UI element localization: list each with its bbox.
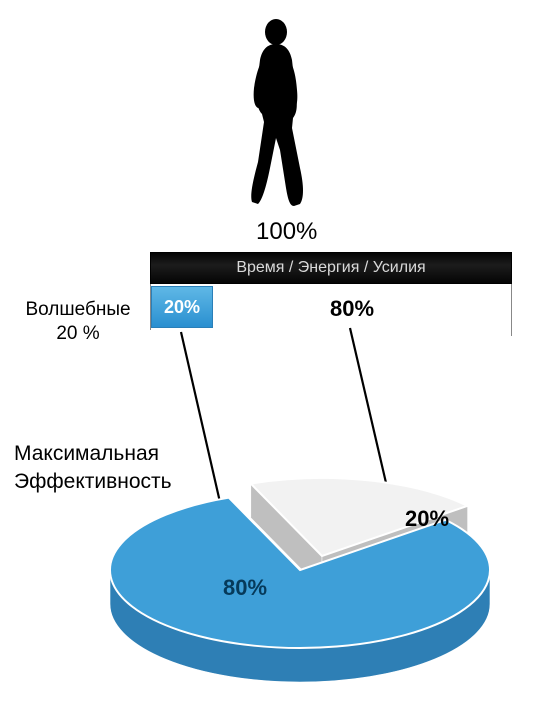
pie-slice-label: 20% <box>405 506 449 531</box>
infographic-stage: 100% Время / Энергия / Усилия Волшебные … <box>0 0 538 702</box>
pie-chart: 80% 20% <box>0 0 538 702</box>
pie-slice-label: 80% <box>223 575 267 600</box>
